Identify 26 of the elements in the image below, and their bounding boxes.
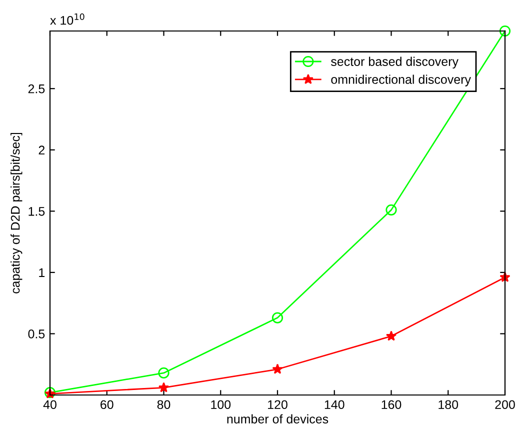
y-tick-label: 1.5	[28, 207, 45, 216]
point	[499, 25, 511, 37]
x-tick-label: 40	[43, 400, 56, 410]
x-tick-label: 120	[268, 400, 288, 410]
x-tick-label: 60	[100, 400, 114, 410]
y-tick-label: 1	[39, 268, 45, 277]
legend-label: omnidirectional discovery	[331, 74, 471, 86]
x-axis-title: number of devices	[227, 414, 328, 424]
point	[272, 312, 284, 324]
x-tick-label: 180	[438, 400, 458, 410]
point	[272, 364, 283, 374]
y-tick-label: 2.5	[28, 84, 45, 94]
x-tick-label: 80	[157, 400, 170, 410]
point	[386, 330, 397, 341]
point	[158, 367, 170, 378]
point	[386, 204, 397, 216]
x-tick-label: 160	[382, 400, 402, 410]
x-tick-label: 100	[211, 400, 231, 410]
legend-label: sector based discovery	[331, 56, 458, 68]
y-tick-label: 2	[38, 146, 45, 154]
x-tick-label: 200	[495, 400, 515, 410]
y-axis-title: capaticy of D2D pairs[bit/sec]	[10, 132, 22, 294]
text: x 10$^{10}$	[50, 13, 84, 25]
point	[158, 382, 170, 392]
x-tick-label: 140	[324, 400, 344, 410]
y-tick-label: 0.5	[28, 330, 45, 338]
